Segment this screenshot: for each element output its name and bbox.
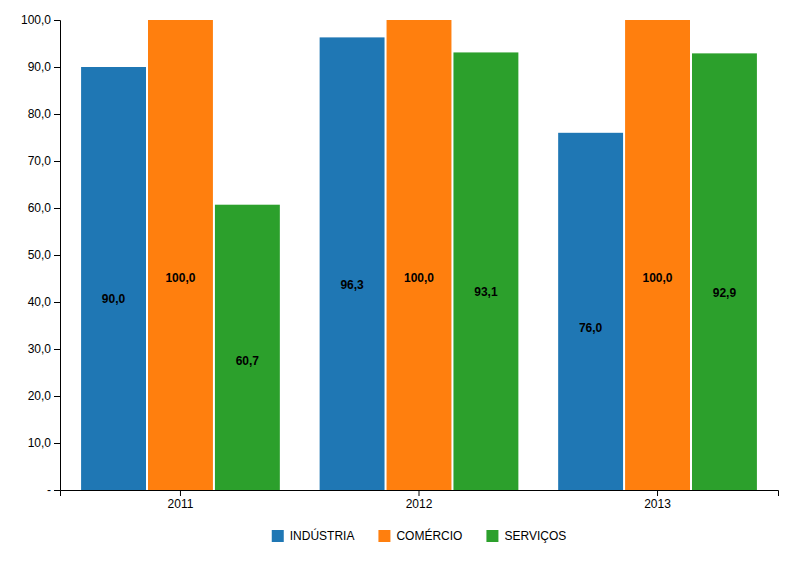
bar: [320, 37, 385, 490]
bar: [148, 20, 213, 490]
tick-mark: [54, 490, 60, 491]
bar: [81, 67, 146, 490]
tick: 2011: [168, 490, 194, 511]
tick: 60,0: [28, 201, 60, 215]
tick: 2012: [406, 490, 433, 511]
tick: 40,0: [28, 295, 60, 309]
tick-mark: [54, 114, 60, 115]
tick: 90,0: [28, 60, 60, 74]
tick: 20,0: [28, 389, 60, 403]
tick-mark: [54, 208, 60, 209]
x-axis: 2011 2012 2013: [61, 490, 779, 511]
tick-mark: [54, 67, 60, 68]
tick-label: 2011: [168, 497, 194, 511]
tick-label: 70,0: [28, 154, 52, 168]
plot: 2011 2012 2013 - 10,0 20,0 30,0 40,0 50,0 60,0 70,…: [21, 13, 779, 510]
tick-label: 20,0: [28, 389, 52, 403]
data-label: 96,3: [340, 278, 364, 292]
bar: [625, 20, 690, 490]
tick-mark: [54, 349, 60, 350]
y-axis: - 10,0 20,0 30,0 40,0 50,0 60,0 70,0 80,0 90,0 100…: [21, 13, 61, 497]
data-label: 100,0: [404, 271, 434, 285]
legend-label: INDÚSTRIA: [290, 528, 355, 543]
tick-label: 80,0: [28, 107, 52, 121]
legend-item: INDÚSTRIA: [272, 528, 355, 543]
tick-mark: [180, 490, 181, 496]
data-label: 76,0: [579, 321, 603, 335]
tick-label: 40,0: [28, 295, 52, 309]
data-label: 60,7: [236, 354, 260, 368]
legend-label: SERVIÇOS: [504, 529, 566, 543]
legend-item: COMÉRCIO: [378, 528, 462, 543]
tick-label: 100,0: [21, 13, 51, 27]
data-label: 90,0: [102, 292, 126, 306]
data-label: 93,1: [474, 285, 498, 299]
tick-mark: [54, 255, 60, 256]
tick-mark: [54, 161, 60, 162]
legend-swatch: [486, 530, 498, 542]
legend: INDÚSTRIA COMÉRCIO SERVIÇOS: [272, 528, 566, 543]
bar: [692, 53, 757, 490]
axis-domain: [61, 491, 779, 497]
chart: 2011 2012 2013 - 10,0 20,0 30,0 40,0 50,0 60,0 70,…: [0, 0, 798, 565]
tick-label: 50,0: [28, 248, 52, 262]
bar: [215, 205, 280, 490]
tick: 100,0: [21, 13, 60, 27]
tick: 10,0: [28, 436, 60, 450]
legend-swatch: [378, 530, 390, 542]
tick-mark: [419, 490, 420, 496]
data-labels: 90,0 96,3 76,0 100,0 100,0 100,0 60,7 93,1 92,9: [102, 271, 737, 368]
bar: [387, 20, 452, 490]
axis-domain: [54, 21, 61, 491]
tick-label: 10,0: [28, 436, 52, 450]
tick-mark: [54, 396, 60, 397]
legend-item: SERVIÇOS: [486, 529, 566, 543]
tick: 30,0: [28, 342, 60, 356]
tick-mark: [657, 490, 658, 496]
tick-label: 60,0: [28, 201, 52, 215]
tick-label: 2012: [406, 497, 433, 511]
tick: 80,0: [28, 107, 60, 121]
data-label: 92,9: [713, 286, 737, 300]
tick: -: [47, 483, 60, 497]
bar: [453, 52, 518, 490]
bar: [558, 133, 623, 490]
tick-mark: [54, 443, 60, 444]
tick-mark: [54, 20, 60, 21]
tick: 70,0: [28, 154, 60, 168]
data-label: 100,0: [165, 271, 195, 285]
legend-label: COMÉRCIO: [396, 528, 462, 543]
bars: [81, 20, 757, 490]
data-label: 100,0: [643, 271, 673, 285]
tick-mark: [54, 302, 60, 303]
tick-label: -: [47, 483, 51, 497]
tick-label: 90,0: [28, 60, 52, 74]
tick-label: 30,0: [28, 342, 52, 356]
tick: 2013: [644, 490, 671, 511]
tick-label: 2013: [644, 497, 671, 511]
tick: 50,0: [28, 248, 60, 262]
legend-swatch: [272, 530, 284, 542]
